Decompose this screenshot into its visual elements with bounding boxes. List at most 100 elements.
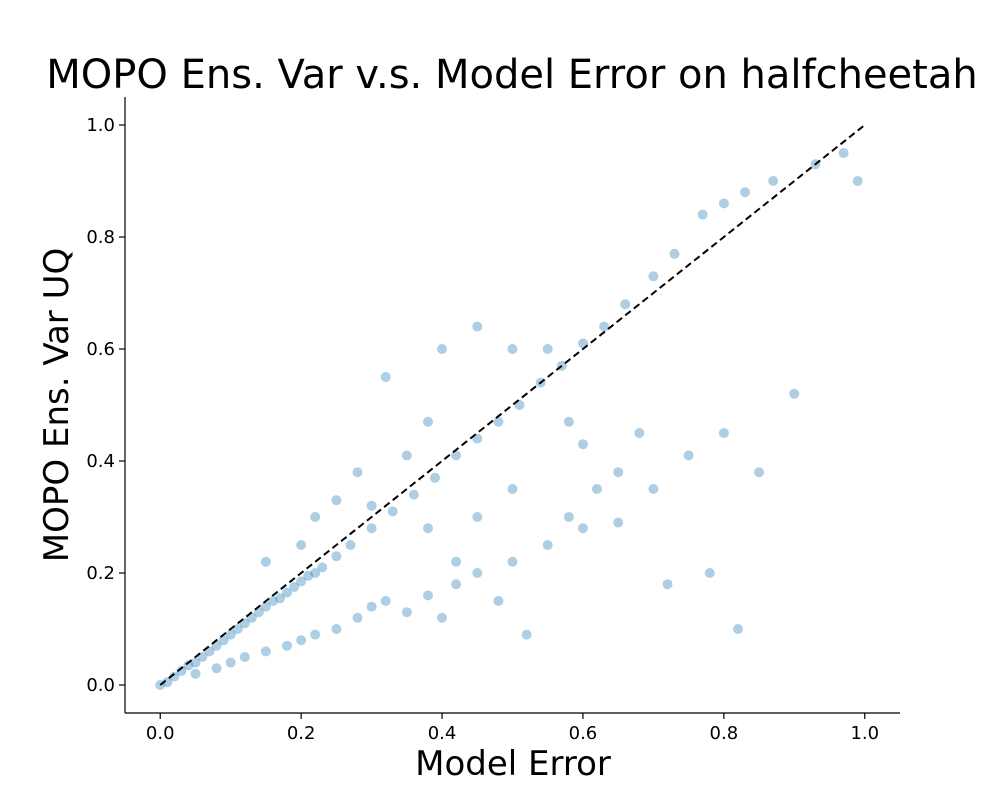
scatter-point	[634, 428, 645, 438]
scatter-point	[310, 629, 321, 640]
scatter-point	[423, 416, 433, 427]
scatter-point	[260, 556, 271, 567]
y-tick-label: 1.0	[86, 115, 115, 136]
scatter-point	[563, 416, 574, 427]
scatter-point	[225, 657, 236, 668]
scatter-point	[345, 540, 356, 550]
y-tick-label: 0.4	[86, 451, 115, 472]
scatter-point	[437, 612, 447, 623]
scatter-point	[437, 344, 447, 354]
scatter-point	[451, 450, 462, 461]
scatter-point	[296, 576, 307, 587]
scatter-point	[260, 601, 271, 612]
scatter-point	[331, 551, 342, 562]
scatter-point	[282, 587, 292, 598]
scatter-point	[380, 372, 391, 382]
scatter-point	[648, 271, 659, 282]
scatter-point	[176, 666, 187, 676]
scatter-point	[211, 663, 222, 674]
scatter-point	[366, 523, 377, 534]
scatter-point	[275, 593, 285, 604]
scatter-point	[683, 450, 694, 461]
scatter-point	[669, 248, 680, 259]
scatter-point	[331, 495, 342, 506]
scatter-point	[183, 660, 194, 671]
scatter-point	[310, 512, 321, 522]
chart-title: MOPO Ens. Var v.s. Model Error on halfch…	[46, 52, 977, 98]
scatter-point	[704, 568, 715, 578]
scatter-point	[282, 640, 292, 651]
scatter-point	[162, 677, 173, 688]
scatter-point	[423, 523, 433, 534]
scatter-point	[838, 148, 849, 158]
scatter-point	[789, 388, 800, 399]
scatter-point	[754, 467, 765, 478]
scatter-point	[578, 439, 588, 450]
scatter-point	[740, 187, 750, 198]
scatter-point	[697, 209, 708, 220]
scatter-point	[408, 489, 419, 500]
scatter-point	[563, 512, 574, 522]
scatter-point	[718, 198, 729, 209]
scatter-point	[768, 176, 779, 186]
scatter-point	[472, 512, 483, 522]
scatter-point	[430, 472, 440, 483]
y-ticks: 0.0 0.2 0.4 0.6 0.8 1.0	[86, 115, 125, 696]
scatter-point	[190, 657, 201, 668]
scatter-point	[401, 450, 412, 461]
scatter-point	[289, 582, 300, 592]
x-tick-label: 1.0	[850, 723, 879, 744]
x-tick-label: 0.2	[287, 723, 316, 744]
scatter-point	[232, 624, 243, 634]
scatter-point	[852, 176, 863, 186]
scatter-point	[239, 652, 250, 662]
x-ticks: 0.0 0.2 0.4 0.6 0.8 1.0	[146, 713, 879, 744]
scatter-point	[296, 540, 307, 550]
y-axis-label: MOPO Ens. Var UQ	[37, 248, 77, 562]
scatter-point	[380, 596, 391, 606]
scatter-point	[507, 484, 518, 494]
scatter-point	[648, 484, 659, 494]
scatter-point	[493, 596, 504, 606]
scatter-point	[733, 624, 743, 634]
scatter-point	[507, 556, 518, 567]
scatter-point	[451, 556, 462, 567]
scatter-point	[423, 590, 433, 601]
scatter-point	[493, 416, 504, 427]
scatter-point	[620, 299, 631, 310]
scatter-point	[599, 321, 610, 332]
scatter-point	[662, 579, 673, 590]
scatter-point	[521, 629, 532, 640]
scatter-point	[451, 579, 462, 590]
scatter-point	[578, 523, 588, 534]
scatter-point	[296, 635, 307, 646]
scatter-point	[472, 321, 483, 332]
scatter-point	[613, 517, 624, 528]
scatter-point	[366, 500, 377, 511]
scatter-point	[303, 570, 314, 581]
scatter-point	[331, 624, 342, 634]
scatter-point	[472, 568, 483, 578]
scatter-point	[169, 671, 180, 682]
x-tick-label: 0.4	[428, 723, 457, 744]
y-tick-label: 0.6	[86, 339, 115, 360]
y-tick-label: 0.0	[86, 675, 115, 696]
scatter-point	[387, 506, 398, 517]
x-tick-label: 0.8	[710, 723, 739, 744]
scatter-point	[366, 601, 377, 612]
scatter-point	[718, 428, 729, 438]
points-layer	[155, 148, 863, 690]
x-tick-label: 0.0	[146, 723, 175, 744]
x-tick-label: 0.6	[569, 723, 598, 744]
scatter-point	[268, 596, 278, 606]
scatter-point	[352, 467, 363, 478]
scatter-point	[507, 344, 518, 354]
scatter-point	[401, 607, 412, 618]
scatter-point	[352, 612, 363, 623]
scatter-point	[592, 484, 602, 494]
x-axis-label: Model Error	[415, 744, 611, 784]
scatter-point	[613, 467, 624, 478]
reference-line	[159, 124, 866, 686]
scatter-point	[310, 568, 321, 578]
